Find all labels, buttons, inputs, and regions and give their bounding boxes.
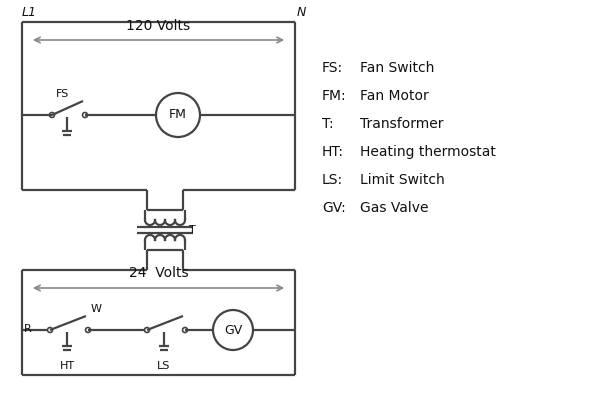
Text: Fan Motor: Fan Motor — [360, 89, 429, 103]
Text: Heating thermostat: Heating thermostat — [360, 145, 496, 159]
Text: T: T — [189, 225, 196, 235]
Text: HT:: HT: — [322, 145, 344, 159]
Text: T:: T: — [322, 117, 333, 131]
Text: FM:: FM: — [322, 89, 347, 103]
Text: GV:: GV: — [322, 201, 346, 215]
Text: FS: FS — [56, 89, 69, 99]
Text: 120 Volts: 120 Volts — [126, 19, 191, 33]
Text: LS: LS — [158, 361, 171, 371]
Text: W: W — [91, 304, 102, 314]
Text: FM: FM — [169, 108, 187, 122]
Text: R: R — [24, 324, 32, 334]
Text: Fan Switch: Fan Switch — [360, 61, 434, 75]
Text: Gas Valve: Gas Valve — [360, 201, 428, 215]
Text: N: N — [297, 6, 306, 19]
Text: L1: L1 — [22, 6, 37, 19]
Text: LS:: LS: — [322, 173, 343, 187]
Text: 24  Volts: 24 Volts — [129, 266, 188, 280]
Text: GV: GV — [224, 324, 242, 336]
Text: Transformer: Transformer — [360, 117, 444, 131]
Text: Limit Switch: Limit Switch — [360, 173, 445, 187]
Text: FS:: FS: — [322, 61, 343, 75]
Text: HT: HT — [60, 361, 74, 371]
